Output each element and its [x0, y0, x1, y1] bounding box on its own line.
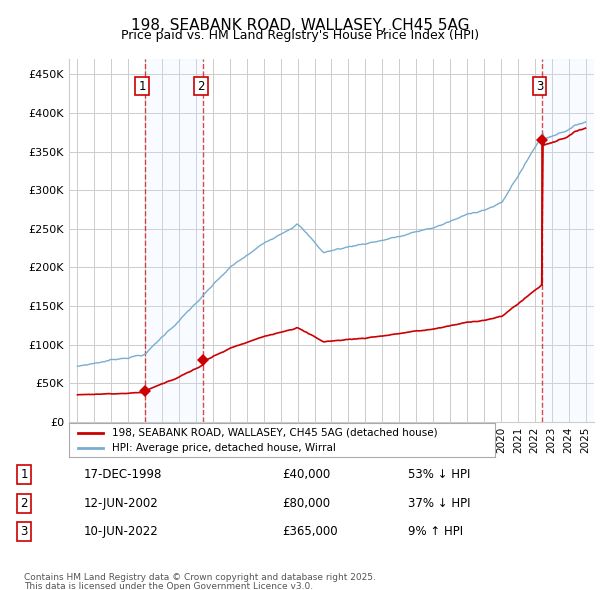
Text: £40,000: £40,000 — [282, 468, 330, 481]
Text: 9% ↑ HPI: 9% ↑ HPI — [408, 525, 463, 538]
Text: 3: 3 — [536, 80, 544, 93]
Text: This data is licensed under the Open Government Licence v3.0.: This data is licensed under the Open Gov… — [24, 582, 313, 590]
Text: HPI: Average price, detached house, Wirral: HPI: Average price, detached house, Wirr… — [112, 442, 335, 453]
Text: 1: 1 — [138, 80, 146, 93]
Text: £365,000: £365,000 — [282, 525, 338, 538]
Text: Price paid vs. HM Land Registry's House Price Index (HPI): Price paid vs. HM Land Registry's House … — [121, 29, 479, 42]
Text: 10-JUN-2022: 10-JUN-2022 — [84, 525, 159, 538]
Bar — [145, 59, 203, 422]
Bar — [542, 59, 594, 422]
Text: 12-JUN-2002: 12-JUN-2002 — [84, 497, 159, 510]
Text: £80,000: £80,000 — [282, 497, 330, 510]
Text: 53% ↓ HPI: 53% ↓ HPI — [408, 468, 470, 481]
Text: 2: 2 — [197, 80, 205, 93]
Text: 198, SEABANK ROAD, WALLASEY, CH45 5AG: 198, SEABANK ROAD, WALLASEY, CH45 5AG — [131, 18, 469, 32]
Text: 2: 2 — [20, 497, 28, 510]
Text: 198, SEABANK ROAD, WALLASEY, CH45 5AG (detached house): 198, SEABANK ROAD, WALLASEY, CH45 5AG (d… — [112, 428, 437, 438]
Text: 1: 1 — [20, 468, 28, 481]
Text: Contains HM Land Registry data © Crown copyright and database right 2025.: Contains HM Land Registry data © Crown c… — [24, 573, 376, 582]
Text: 17-DEC-1998: 17-DEC-1998 — [84, 468, 163, 481]
Text: 3: 3 — [20, 525, 28, 538]
Text: 37% ↓ HPI: 37% ↓ HPI — [408, 497, 470, 510]
